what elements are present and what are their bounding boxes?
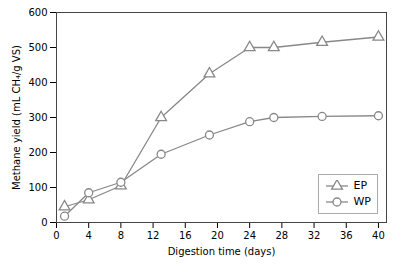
svg-text:Digestion time (days): Digestion time (days): [168, 246, 276, 257]
svg-text:32: 32: [308, 230, 321, 241]
svg-text:0: 0: [41, 217, 47, 228]
svg-text:0: 0: [53, 230, 59, 241]
svg-text:16: 16: [179, 230, 192, 241]
svg-text:100: 100: [28, 182, 47, 193]
svg-text:4: 4: [86, 230, 92, 241]
html-text:EP: EP: [353, 179, 368, 192]
svg-text:400: 400: [28, 77, 47, 88]
svg-text:40: 40: [372, 230, 385, 241]
svg-text:300: 300: [28, 112, 47, 123]
svg-text:200: 200: [28, 147, 47, 158]
svg-text:8: 8: [118, 230, 124, 241]
svg-text:36: 36: [340, 230, 353, 241]
svg-text:12: 12: [147, 230, 160, 241]
svg-text:24: 24: [243, 230, 256, 241]
svg-text:500: 500: [28, 42, 47, 53]
svg-text:20: 20: [211, 230, 224, 241]
svg-text:Methane yield (mL CH₄/g VS): Methane yield (mL CH₄/g VS): [11, 45, 22, 190]
html-text:WP: WP: [353, 195, 371, 208]
svg-text:600: 600: [28, 7, 47, 18]
svg-text:28: 28: [275, 230, 288, 241]
